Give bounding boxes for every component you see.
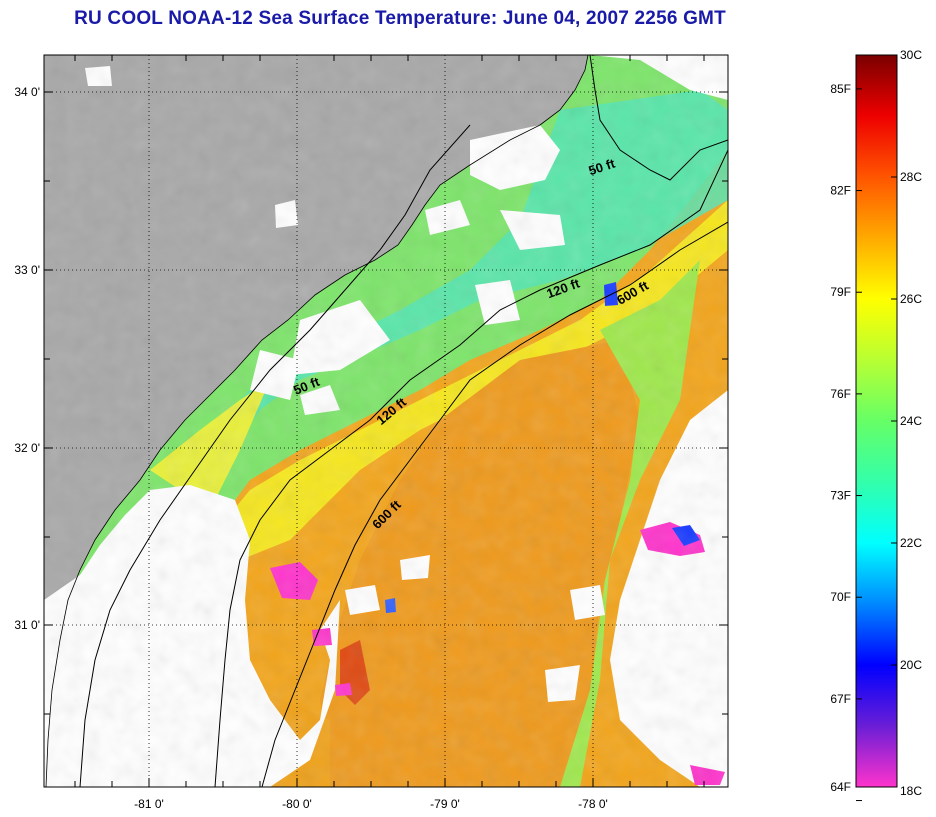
lat-tick-label: 33 0' <box>14 263 40 277</box>
colorbar-celsius-label: 28C <box>900 170 922 184</box>
colorbar-fahrenheit-label: 76F <box>830 387 851 401</box>
coastline <box>45 55 589 787</box>
temperature-colorbar: 30C 28C 26C 24C 22C 20C 18C 85F 82F 79F 76F 73F 70F… <box>830 48 922 802</box>
lat-tick-label: 34 0' <box>14 85 40 99</box>
colorbar-celsius-label: 24C <box>900 414 922 428</box>
colorbar-fahrenheit-label: 85F <box>830 82 851 96</box>
colorbar-celsius-label: 20C <box>900 658 922 672</box>
map-area <box>44 55 728 787</box>
map-ticks <box>44 55 728 787</box>
colorbar-celsius-labels: 30C 28C 26C 24C 22C 20C 18C <box>900 48 922 798</box>
colorbar-fahrenheit-label: 73F <box>830 489 851 503</box>
contour-50ft-line <box>79 55 728 787</box>
colorbar-fahrenheit-label: 70F <box>830 590 851 604</box>
lon-tick-label: -80 0' <box>282 797 312 811</box>
colorbar-fahrenheit-labels: 85F 82F 79F 76F 73F 70F 67F 64F <box>830 82 851 794</box>
map-frame <box>43 54 729 788</box>
colorbar-gradient <box>856 55 897 787</box>
colorbar-celsius-label: 26C <box>900 292 922 306</box>
colorbar-fahrenheit-label: 64F <box>830 780 851 794</box>
lat-tick-label: 31 0' <box>14 618 40 632</box>
lon-tick-label: -79 0' <box>430 797 460 811</box>
colorbar-celsius-label: 22C <box>900 536 922 550</box>
colorbar-celsius-label: 30C <box>900 48 922 62</box>
colorbar-celsius-label: 18C <box>900 784 922 798</box>
colorbar-fahrenheit-label: 67F <box>830 692 851 706</box>
colorbar-fahrenheit-label: 79F <box>830 285 851 299</box>
colorbar-ticks <box>856 54 897 802</box>
lon-tick-label: -81 0' <box>134 797 164 811</box>
colorbar-fahrenheit-label: 82F <box>830 184 851 198</box>
sst-texture <box>44 55 728 787</box>
map-title: RU COOL NOAA-12 Sea Surface Temperature:… <box>74 8 726 29</box>
lat-tick-label: 32 0' <box>14 441 40 455</box>
contour-600ft-line <box>261 221 728 787</box>
lon-tick-label: -78 0' <box>578 797 608 811</box>
contour-120ft-line <box>214 149 728 787</box>
